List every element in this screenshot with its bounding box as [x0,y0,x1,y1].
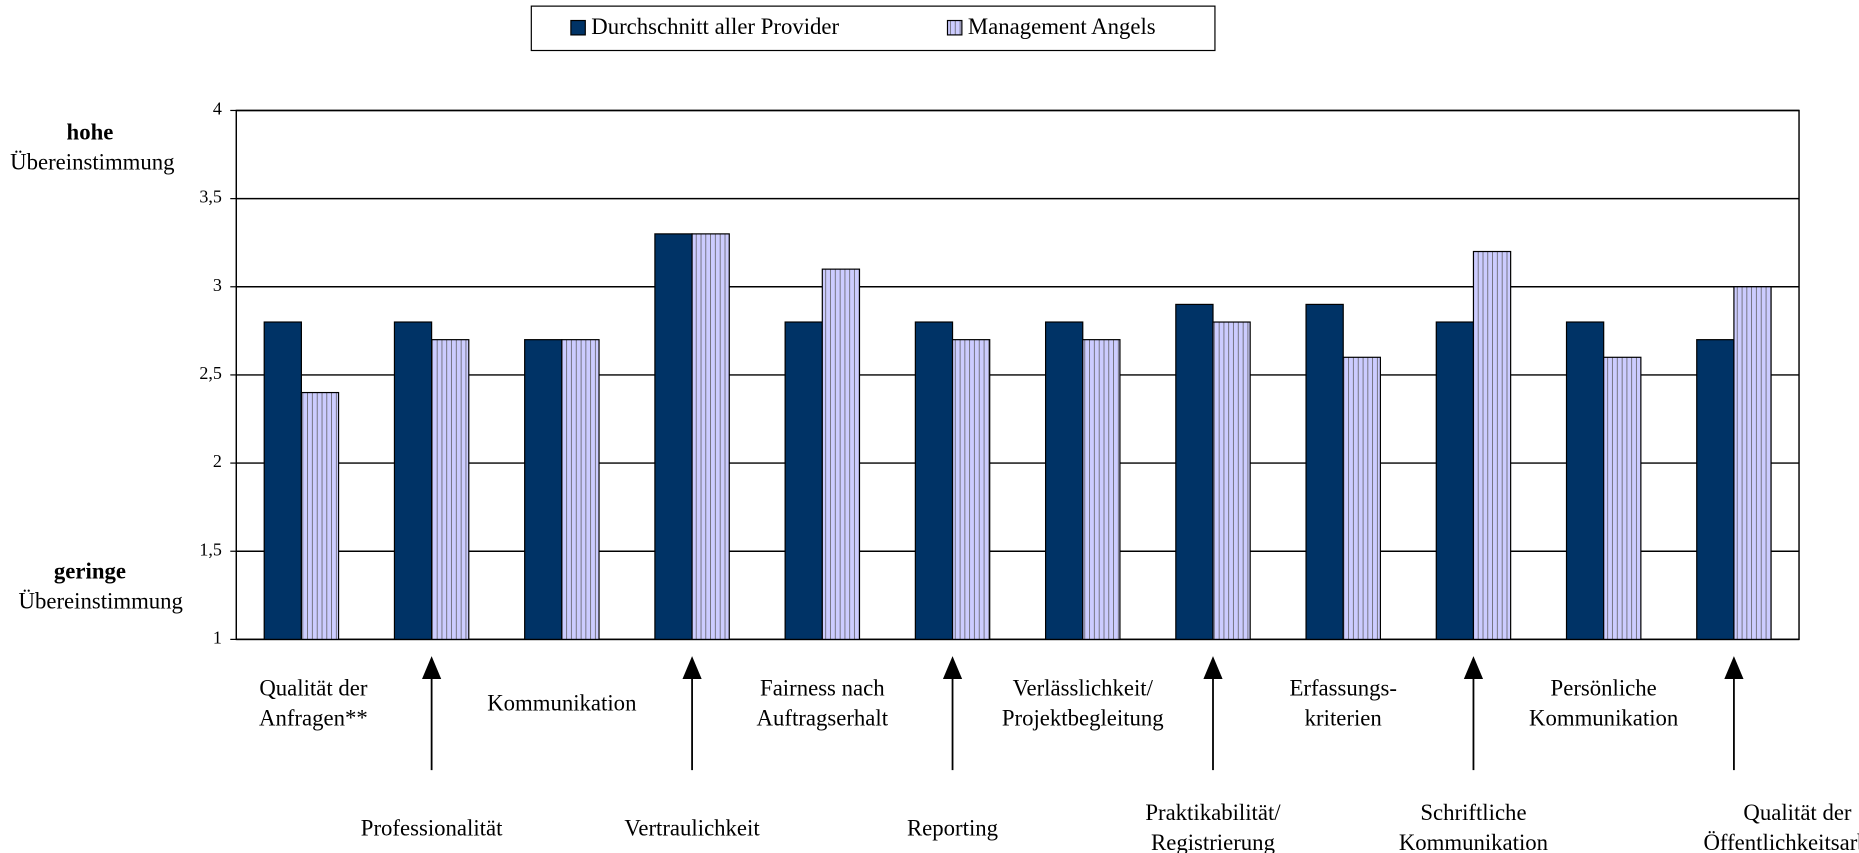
arrow-head [422,656,442,679]
x-tick-label: Fairness nach Auftragserhalt [757,676,889,731]
x-tick-label: Reporting [907,815,998,840]
x-tick-label: Praktikabilität/Registrierung [1145,800,1281,853]
y-tick-label: 2 [213,451,222,471]
arrow-head [942,656,963,679]
axis-annotation: hohe [67,120,114,145]
axis-annotation: Übereinstimmung [10,150,174,175]
bar [821,268,861,640]
arrow-head [682,656,702,679]
bar [561,339,600,640]
bar [914,321,954,640]
bar [691,233,730,640]
bar [524,339,563,640]
bar [1044,321,1084,640]
bar [1435,321,1475,640]
arrow-head [1463,656,1484,679]
bar [1696,339,1735,640]
arrow-head [1724,656,1744,679]
legend-label: Durchschnitt aller Provider [591,14,839,39]
x-tick-label: Qualität der Anfragen** [259,676,368,731]
x-tick-label: Verlässlichkeit/Projektbegleitung [1002,676,1164,731]
legend-label: Management Angels [968,14,1156,39]
bar [1565,321,1605,640]
x-tick-label: Erfassungs-kriterien [1289,676,1396,731]
x-tick-label: Qualität derÖffentlichkeitsarbeit [1703,800,1859,853]
y-tick-label: 4 [213,99,222,119]
legend-swatch [570,19,586,36]
bar [1603,356,1642,640]
bar [1472,250,1512,640]
bar [263,321,302,640]
y-tick-label: 3 [213,275,222,295]
x-tick-label: Kommunikation [487,691,637,716]
bar [1175,303,1214,640]
bar [1305,303,1344,640]
bar [1733,286,1772,640]
legend-swatch [946,19,963,36]
y-tick-label: 3,5 [199,187,221,207]
x-tick-label: Persönliche Kommunikation [1529,676,1679,731]
plot-border [235,109,1800,641]
y-tick-label: 2,5 [199,363,221,383]
bar [951,339,991,640]
y-tick-label: 1,5 [199,539,221,559]
axis-annotation: Übereinstimmung [19,589,183,614]
bar [300,391,340,640]
axis-annotation: geringe [54,559,126,584]
bar [1212,321,1251,640]
x-tick-label: Schriftliche Kommunikation [1399,800,1549,853]
bar [784,321,823,640]
legend-box [530,5,1216,52]
bar [654,233,693,640]
x-tick-label: Vertraulichkeit [624,815,760,840]
y-tick-label: 1 [213,628,222,648]
x-tick-label: Professionalität [361,815,503,840]
bar [393,321,433,640]
bar [431,339,470,640]
bar [1342,356,1382,640]
bar [1082,339,1121,640]
arrow-head [1203,656,1223,679]
